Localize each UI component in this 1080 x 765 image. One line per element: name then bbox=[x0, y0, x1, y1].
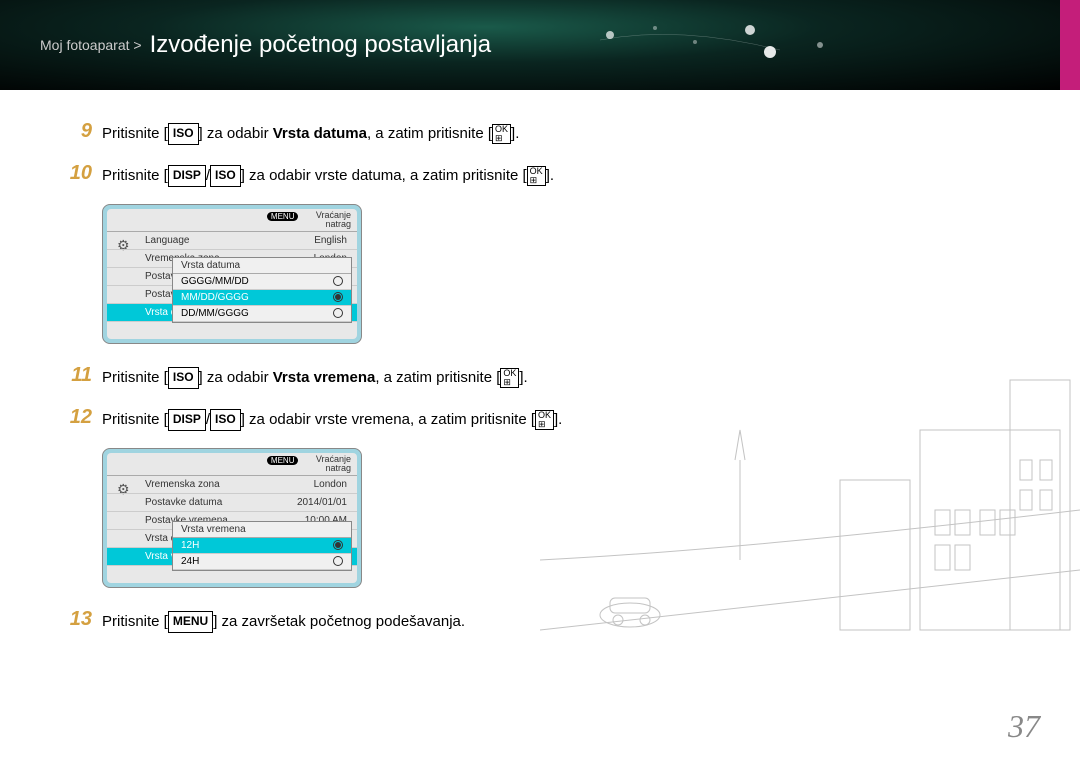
menu-back-hint: MENU Vraćanje natrag bbox=[107, 453, 357, 475]
popup-option[interactable]: GGGG/MM/DD bbox=[173, 274, 351, 290]
menu-row[interactable]: LanguageEnglish bbox=[107, 232, 357, 250]
ok-button-icon: OK⊞ bbox=[492, 124, 511, 144]
decorative-dots bbox=[580, 20, 880, 80]
radio-icon bbox=[333, 308, 343, 318]
popup-option[interactable]: 12H bbox=[173, 538, 351, 554]
breadcrumb: Moj fotoaparat > bbox=[40, 37, 142, 53]
camera-ui-date-type: ⚙ MENU Vraćanje natrag LanguageEnglishVr… bbox=[102, 204, 362, 344]
popup-option[interactable]: 24H bbox=[173, 554, 351, 570]
step-text: Pritisnite [ISO] za odabir Vrsta vremena… bbox=[102, 364, 528, 390]
menu-row[interactable]: Postavke datuma2014/01/01 bbox=[107, 494, 357, 512]
radio-icon bbox=[333, 540, 343, 550]
step-number: 11 bbox=[60, 364, 92, 387]
radio-icon bbox=[333, 292, 343, 302]
radio-icon bbox=[333, 276, 343, 286]
page-title: Izvođenje početnog postavljanja bbox=[150, 31, 492, 59]
popup-option[interactable]: MM/DD/GGGG bbox=[173, 290, 351, 306]
disp-button-label: DISP bbox=[168, 165, 206, 186]
step-number: 10 bbox=[60, 162, 92, 185]
step-10: 10 Pritisnite [DISP/ISO] za odabir vrste… bbox=[60, 162, 1040, 188]
step-text: Pritisnite [ISO] za odabir Vrsta datuma,… bbox=[102, 120, 519, 146]
step-9: 9 Pritisnite [ISO] za odabir Vrsta datum… bbox=[60, 120, 1040, 146]
popup-option[interactable]: DD/MM/GGGG bbox=[173, 306, 351, 322]
camera-ui-time-type: ⚙ MENU Vraćanje natrag Vremenska zonaLon… bbox=[102, 448, 362, 588]
ok-button-icon: OK⊞ bbox=[527, 166, 546, 186]
menu-row[interactable]: Vremenska zonaLondon bbox=[107, 476, 357, 494]
popup-title: Vrsta vremena bbox=[173, 522, 351, 538]
time-type-popup: Vrsta vremena 12H24H bbox=[172, 521, 352, 571]
radio-icon bbox=[333, 556, 343, 566]
disp-button-label: DISP bbox=[168, 409, 206, 430]
header-accent bbox=[1060, 0, 1080, 90]
iso-button-label: ISO bbox=[210, 165, 241, 186]
iso-button-label: ISO bbox=[168, 123, 199, 144]
page-header: Moj fotoaparat > Izvođenje početnog post… bbox=[0, 0, 1080, 90]
ok-button-icon: OK⊞ bbox=[500, 368, 519, 388]
popup-title: Vrsta datuma bbox=[173, 258, 351, 274]
menu-button-label: MENU bbox=[168, 611, 213, 632]
step-number: 12 bbox=[60, 406, 92, 429]
step-text: Pritisnite [MENU] za završetak početnog … bbox=[102, 608, 465, 634]
page-number: 37 bbox=[1008, 708, 1040, 745]
iso-button-label: ISO bbox=[210, 409, 241, 430]
step-number: 13 bbox=[60, 608, 92, 631]
step-text: Pritisnite [DISP/ISO] za odabir vrste da… bbox=[102, 162, 554, 188]
step-number: 9 bbox=[60, 120, 92, 143]
decorative-illustration bbox=[540, 280, 1080, 700]
date-type-popup: Vrsta datuma GGGG/MM/DDMM/DD/GGGGDD/MM/G… bbox=[172, 257, 352, 323]
iso-button-label: ISO bbox=[168, 367, 199, 388]
menu-back-hint: MENU Vraćanje natrag bbox=[107, 209, 357, 231]
step-text: Pritisnite [DISP/ISO] za odabir vrste vr… bbox=[102, 406, 562, 432]
